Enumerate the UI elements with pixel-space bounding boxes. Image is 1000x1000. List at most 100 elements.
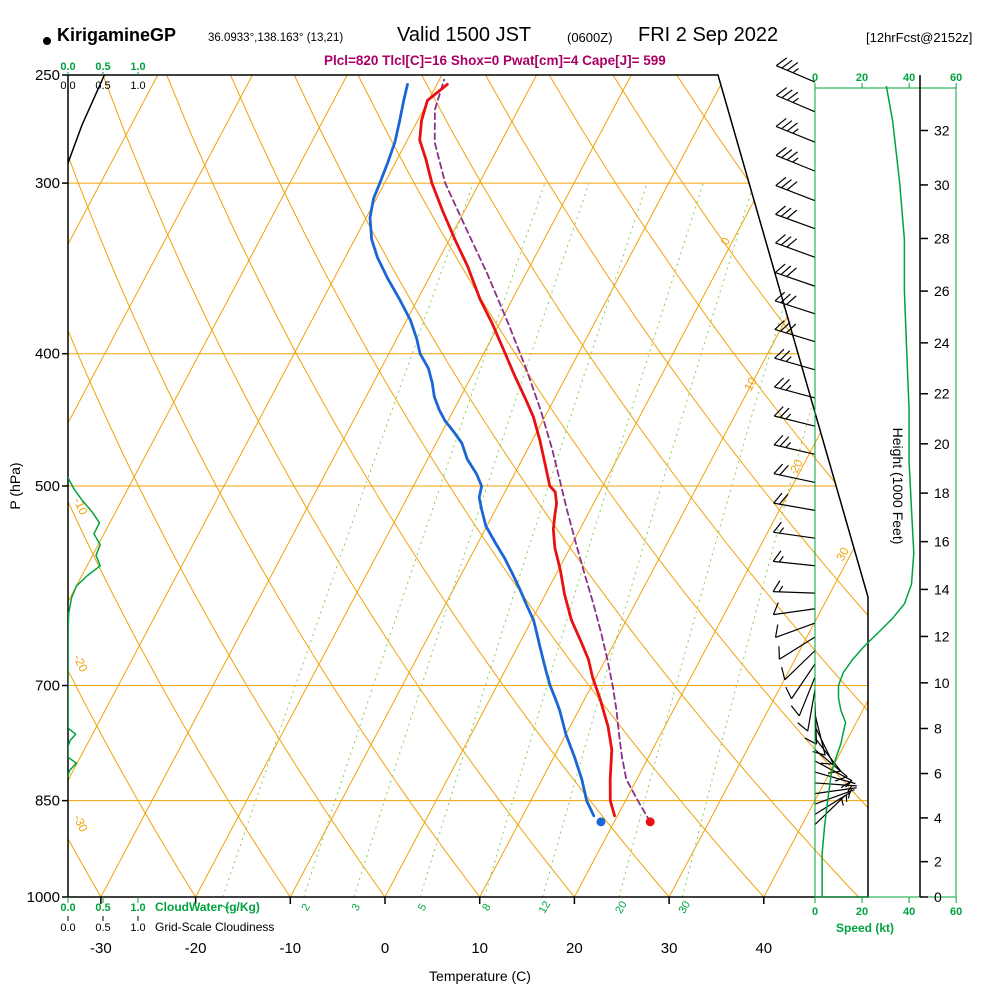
svg-text:1.0: 1.0 [130,902,145,914]
valid-time-z: (0600Z) [567,30,613,45]
dry-adiabat-line [996,75,1000,897]
mixing-ratio-line [303,182,546,897]
svg-text:20: 20 [934,436,950,452]
valid-time: Valid 1500 JST [397,24,532,46]
svg-text:20: 20 [787,457,806,476]
svg-text:24: 24 [934,335,950,351]
speed-curve-group [821,86,915,897]
svg-text:0.0: 0.0 [60,80,75,92]
svg-text:0.5: 0.5 [95,61,110,73]
forecast-info: [12hrFcst@2152z] [866,30,973,45]
isotherm-line [668,75,868,897]
svg-text:30: 30 [934,177,950,193]
surface-temp-dot [645,817,655,827]
station-coords: 36.0933°,138.163° (13,21) [208,32,344,44]
svg-text:26: 26 [934,283,950,299]
sounding-params: Plcl=820 Tlcl[C]=16 Shox=0 Pwat[cm]=4 Ca… [324,53,666,68]
svg-text:30: 30 [661,940,678,957]
svg-text:-20: -20 [71,652,91,674]
svg-text:8: 8 [480,902,493,913]
svg-text:850: 850 [35,793,60,810]
mixing-ratio-line [681,182,868,897]
svg-text:60: 60 [950,72,962,84]
svg-text:Temperature (C): Temperature (C) [429,968,531,984]
svg-text:14: 14 [934,581,950,597]
svg-text:-30: -30 [90,940,112,957]
dry-adiabat-line [485,75,868,897]
cloudwater-curve [68,476,101,778]
temperature-curve [418,83,616,818]
svg-text:6: 6 [934,766,942,782]
dry-adiabat-line [230,75,765,897]
svg-text:400: 400 [35,346,60,363]
svg-text:16: 16 [934,534,950,550]
svg-text:20: 20 [856,906,868,918]
dry-adiabat-line [102,75,575,897]
wind-barbs [772,57,857,825]
svg-text:8: 8 [934,721,942,737]
surface-dewpoint-dot [596,817,606,827]
plot-frame [67,74,869,898]
dry-adiabat-line [612,75,868,897]
isotherm-line [68,75,253,897]
dry-adiabat-line [68,75,197,897]
svg-text:-10: -10 [279,940,301,957]
svg-text:0.0: 0.0 [60,902,75,914]
svg-text:1: 1 [218,902,231,913]
svg-text:40: 40 [903,906,915,918]
svg-text:20: 20 [566,940,583,957]
svg-text:Grid-Scale Cloudiness: Grid-Scale Cloudiness [155,920,274,934]
svg-text:30: 30 [677,899,694,916]
svg-text:20: 20 [613,899,630,916]
dry-adiabat-line [548,75,868,897]
svg-text:10: 10 [471,940,488,957]
dry-adiabat-line [357,75,868,897]
svg-text:-20: -20 [185,940,207,957]
svg-text:300: 300 [35,175,60,192]
parcel-curve [433,78,652,823]
mixing-ratio-line [222,182,474,897]
svg-text:CloudWater (g/Kg): CloudWater (g/Kg) [155,900,260,914]
svg-text:Speed (kt): Speed (kt) [836,921,894,935]
svg-text:0.5: 0.5 [95,80,110,92]
svg-text:30: 30 [833,545,852,564]
svg-text:0: 0 [812,72,818,84]
svg-text:4: 4 [934,810,942,826]
svg-text:0.0: 0.0 [60,922,75,934]
svg-text:60: 60 [950,906,962,918]
dry-adiabat-line [68,75,386,897]
svg-text:1000: 1000 [27,889,60,906]
svg-text:40: 40 [903,72,915,84]
mixing-ratio-line [353,182,590,897]
station-bullet-icon [43,37,51,45]
dry-adiabat-line [68,75,481,897]
skewt-grid [68,75,1000,897]
pressure-axis: 250 300 400 500 700 850 1000 P (hPa) [7,67,68,906]
svg-text:12: 12 [934,628,950,644]
svg-text:Height (1000 Feet): Height (1000 Feet) [890,428,906,545]
svg-text:-30: -30 [71,812,91,834]
svg-text:2: 2 [934,854,942,870]
svg-text:P (hPa): P (hPa) [7,462,23,509]
cloud-scales: 0.0 0.0 0.0 0.0 0.5 0.5 0.5 0.5 1.0 1.0 1.0 1.0 Clou… [60,61,274,934]
svg-text:2: 2 [299,902,312,913]
isotherm-line [763,75,868,897]
dewpoint-curve [368,83,596,818]
svg-text:18: 18 [934,485,950,501]
profiles [68,75,652,823]
svg-text:0: 0 [381,940,389,957]
dry-adiabat-line [421,75,868,897]
svg-text:1.0: 1.0 [130,922,145,934]
svg-text:700: 700 [35,678,60,695]
svg-text:0.5: 0.5 [95,922,110,934]
station-name: KirigamineGP [57,25,177,45]
svg-text:10: 10 [741,375,760,394]
svg-text:0.0: 0.0 [60,61,75,73]
isotherm-line [68,75,159,897]
svg-text:32: 32 [934,122,950,138]
cloudiness-curve [68,75,106,164]
svg-text:12: 12 [537,899,554,916]
